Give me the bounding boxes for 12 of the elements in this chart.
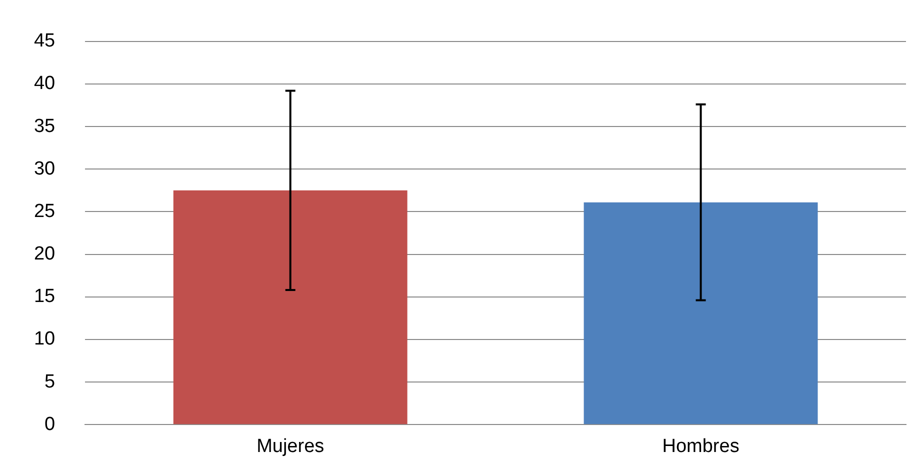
- y-tick-label: 10: [34, 328, 56, 350]
- y-tick-label: 5: [44, 371, 56, 392]
- y-tick-label: 25: [34, 200, 56, 222]
- x-tick-label: Mujeres: [256, 436, 324, 458]
- y-tick-label: 35: [34, 116, 56, 137]
- y-tick-label: 15: [34, 286, 56, 308]
- x-tick-label: Hombres: [662, 436, 740, 458]
- y-tick-label: 45: [34, 30, 56, 52]
- y-tick-label: 0: [44, 414, 56, 435]
- y-tick-label: 30: [34, 158, 56, 180]
- y-tick-label: 40: [34, 73, 56, 94]
- y-tick-label: 20: [34, 244, 56, 265]
